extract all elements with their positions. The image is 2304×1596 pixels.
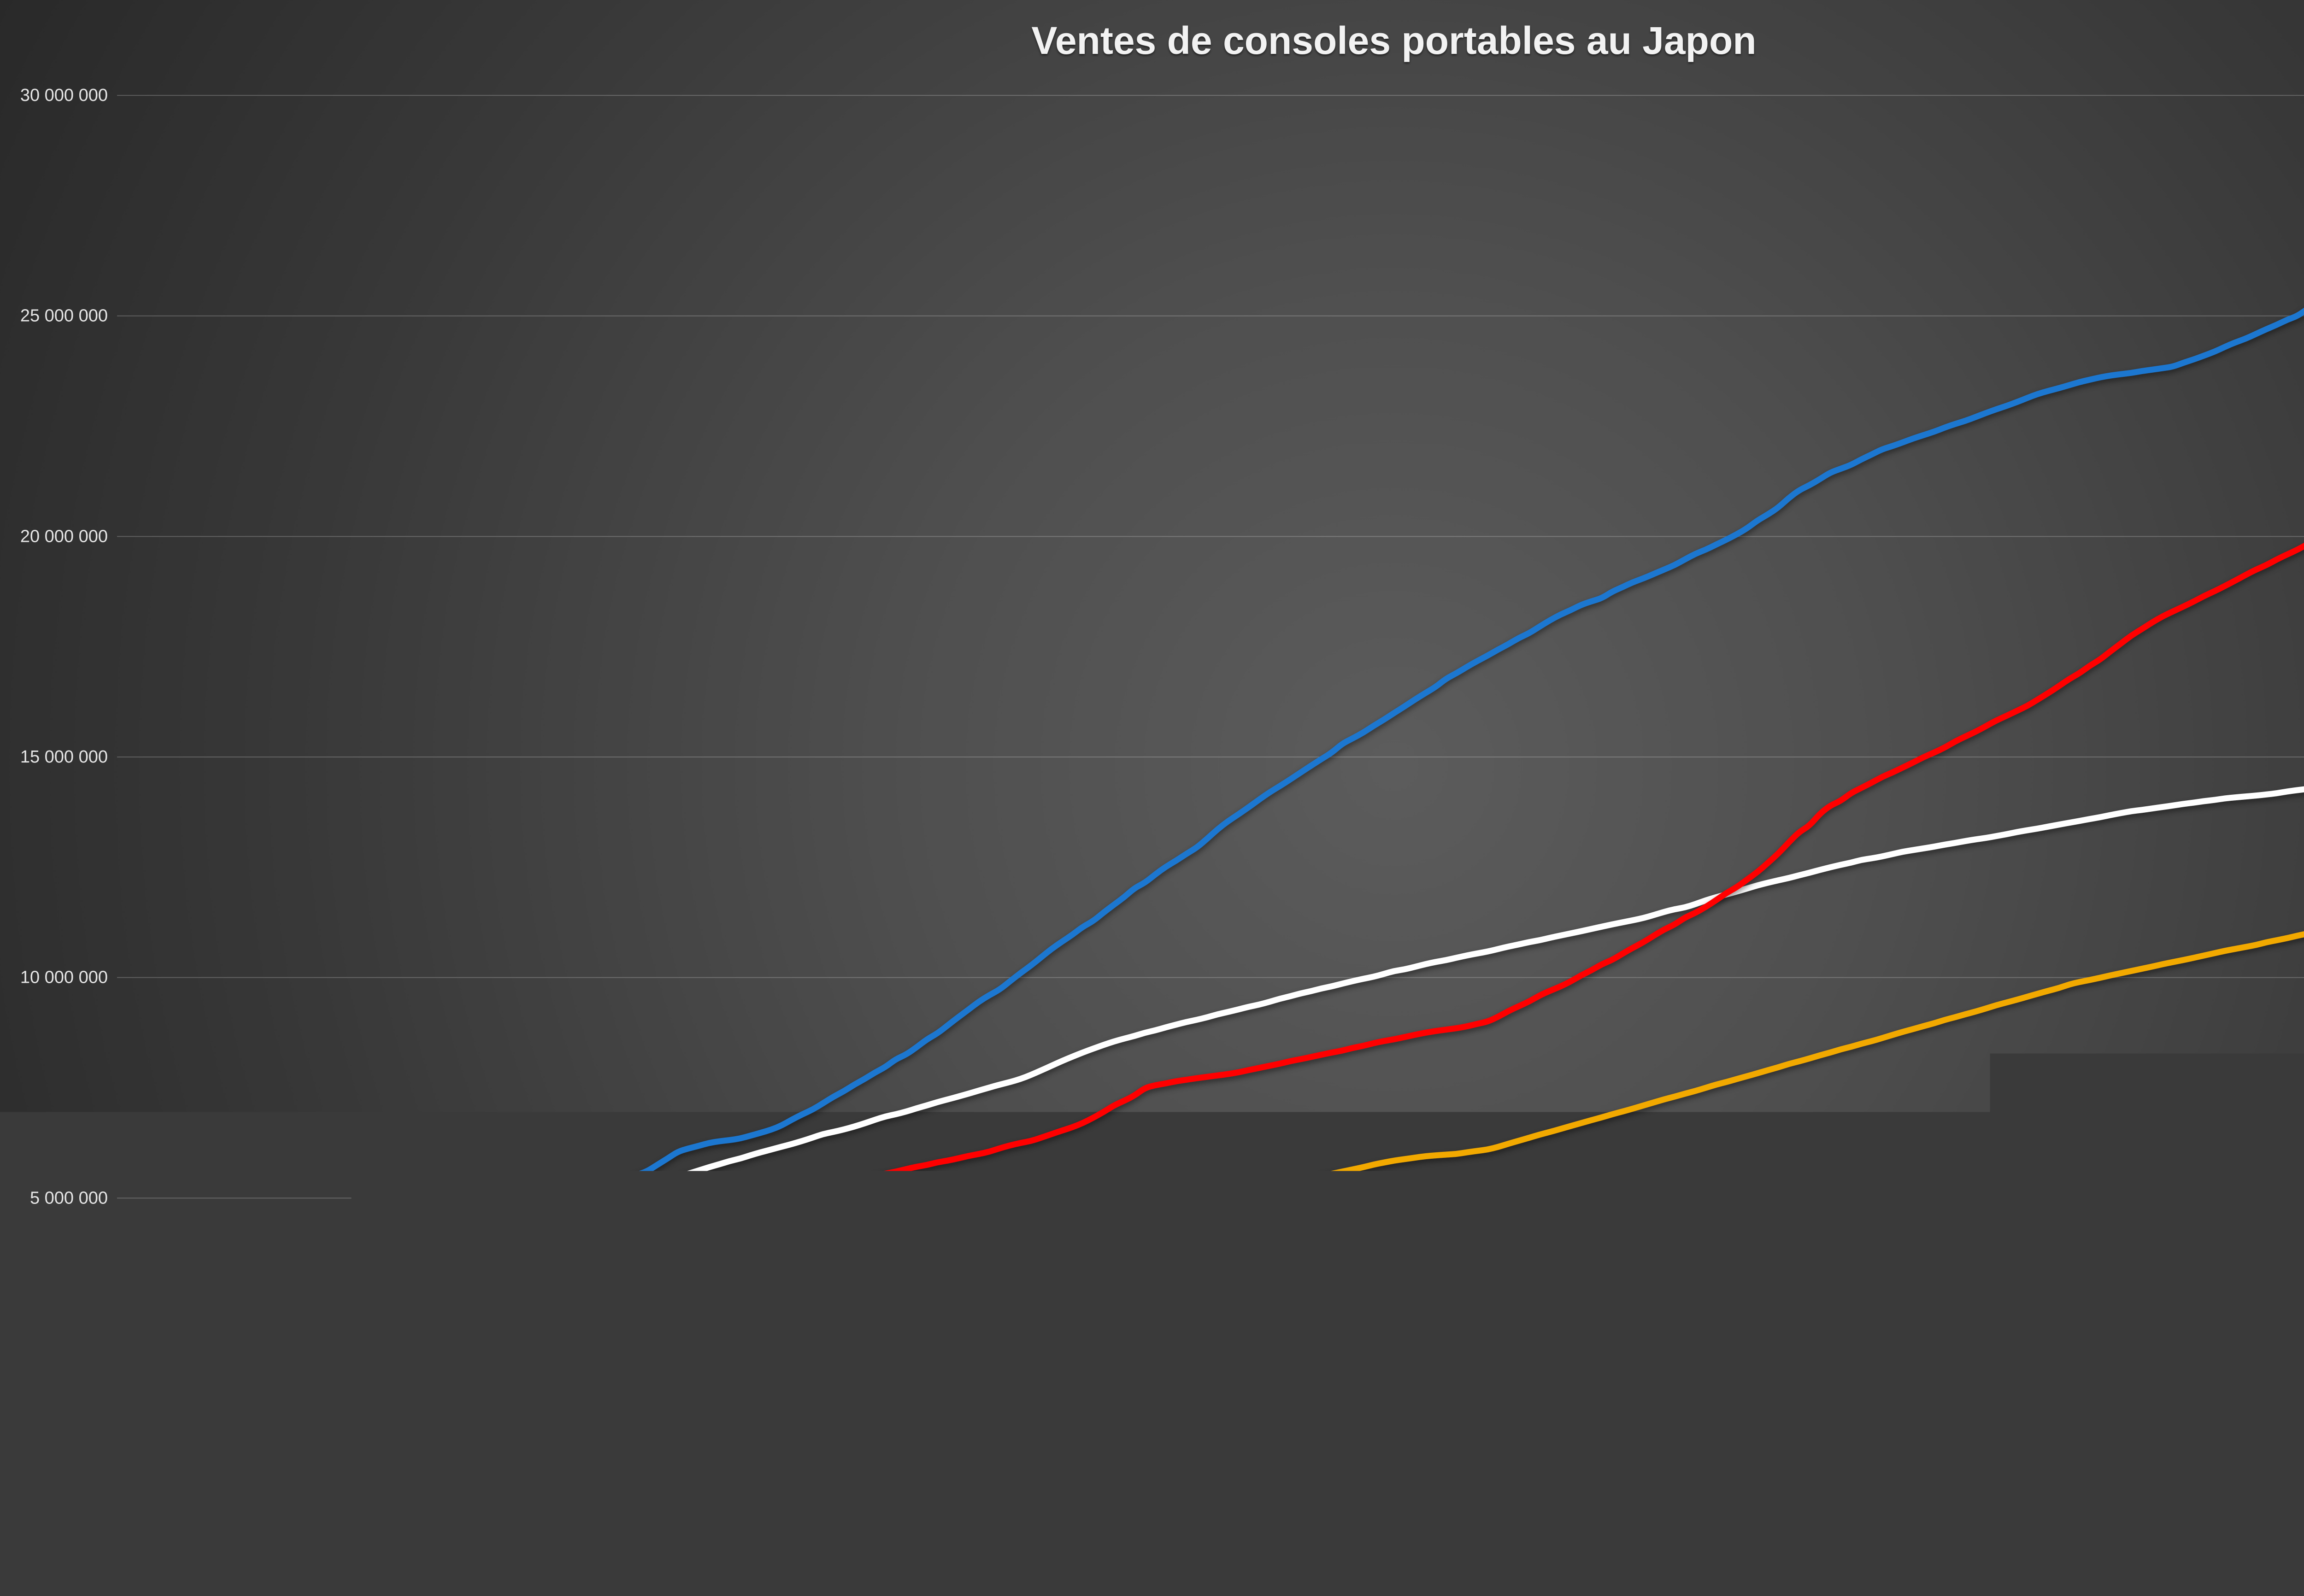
svg-text:Semaine 16: Semaine 16	[264, 1428, 279, 1502]
svg-text:Semaine 61: Semaine 61	[731, 1428, 746, 1502]
svg-text:Semaine 196: Semaine 196	[2133, 1428, 2148, 1509]
svg-text:Semaine 106: Semaine 106	[1198, 1428, 1213, 1509]
svg-text:Semaine 169: Semaine 169	[1852, 1428, 1868, 1509]
svg-text:Semaine 148: Semaine 148	[1634, 1428, 1649, 1509]
svg-text:Semaine 163: Semaine 163	[1790, 1428, 1805, 1509]
svg-text:Semaine 34: Semaine 34	[451, 1428, 466, 1502]
svg-text:Semaine 154: Semaine 154	[1697, 1428, 1712, 1509]
svg-text:Semaine 40: Semaine 40	[513, 1428, 528, 1502]
svg-text:Semaine 10: Semaine 10	[201, 1428, 217, 1502]
svg-text:Semaine 187: Semaine 187	[2039, 1428, 2054, 1509]
svg-text:Semaine 67: Semaine 67	[793, 1428, 808, 1502]
svg-text:Semaine 193: Semaine 193	[2101, 1428, 2116, 1509]
svg-text:Semaine 109: Semaine 109	[1229, 1428, 1245, 1509]
svg-text:Semaine 184: Semaine 184	[2008, 1428, 2023, 1509]
svg-text:Semaine 94: Semaine 94	[1074, 1428, 1089, 1502]
svg-text:Semaine 124: Semaine 124	[1385, 1428, 1400, 1509]
svg-text:Semaine 112: Semaine 112	[1260, 1428, 1275, 1508]
svg-text:Semaine 166: Semaine 166	[1821, 1428, 1836, 1509]
svg-text:30 000 000: 30 000 000	[20, 86, 108, 105]
svg-text:Semaine 172: Semaine 172	[1883, 1428, 1898, 1509]
svg-text:Semaine 79: Semaine 79	[918, 1428, 933, 1502]
svg-text:Semaine 199: Semaine 199	[2164, 1428, 2179, 1509]
svg-text:PSP: PSP	[1632, 1558, 1663, 1576]
svg-text:Semaine 103: Semaine 103	[1167, 1428, 1182, 1509]
svg-text:Semaine 1: Semaine 1	[108, 1428, 123, 1494]
svg-text:Semaine 160: Semaine 160	[1759, 1428, 1774, 1509]
svg-text:25 000 000: 25 000 000	[20, 306, 108, 326]
svg-text:10 000 000: 10 000 000	[20, 968, 108, 987]
svg-text:Semaine 157: Semaine 157	[1728, 1428, 1743, 1509]
svg-text:Semaine 46: Semaine 46	[575, 1428, 590, 1502]
svg-text:Semaine 4: Semaine 4	[139, 1428, 154, 1494]
svg-text:Semaine 43: Semaine 43	[544, 1428, 559, 1502]
svg-text:Semaine 181: Semaine 181	[1977, 1428, 1992, 1509]
svg-text:Semaine 127: Semaine 127	[1416, 1428, 1431, 1509]
svg-text:Semaine 22: Semaine 22	[326, 1428, 341, 1502]
svg-text:5 000 000: 5 000 000	[30, 1188, 108, 1208]
svg-text:Semaine 76: Semaine 76	[887, 1428, 902, 1502]
svg-text:Semaine 73: Semaine 73	[855, 1428, 870, 1502]
svg-text:Semaine 7: Semaine 7	[170, 1428, 185, 1494]
svg-text:Semaine 136: Semaine 136	[1510, 1428, 1525, 1509]
svg-text:Semaine 28: Semaine 28	[388, 1428, 403, 1502]
svg-text:Semaine 205: Semaine 205	[2226, 1428, 2241, 1509]
svg-text:Semaine 151: Semaine 151	[1665, 1428, 1681, 1509]
svg-text:Nintendo Switch: Nintendo Switch	[1444, 1558, 1557, 1576]
svg-text:Semaine 202: Semaine 202	[2195, 1428, 2210, 1509]
svg-text:Semaine 145: Semaine 145	[1603, 1428, 1618, 1509]
svg-text:0: 0	[98, 1409, 108, 1428]
svg-text:15 000 000: 15 000 000	[20, 747, 108, 767]
svg-text:Semaine 211: Semaine 211	[2288, 1428, 2304, 1508]
svg-text:Semaine 118: Semaine 118	[1322, 1428, 1338, 1508]
svg-text:Semaine 139: Semaine 139	[1541, 1428, 1556, 1509]
svg-text:Semaine 91: Semaine 91	[1042, 1428, 1058, 1502]
svg-text:Semaine 88: Semaine 88	[1011, 1428, 1026, 1502]
svg-text:Semaine 70: Semaine 70	[824, 1428, 840, 1502]
svg-text:GBA: GBA	[1172, 1558, 1205, 1576]
svg-text:Semaine 208: Semaine 208	[2257, 1428, 2272, 1509]
svg-text:20 000 000: 20 000 000	[20, 527, 108, 546]
svg-text:Semaine 85: Semaine 85	[980, 1428, 995, 1502]
svg-text:Semaine 37: Semaine 37	[482, 1428, 497, 1502]
svg-text:Semaine 190: Semaine 190	[2070, 1428, 2086, 1509]
svg-text:Semaine 31: Semaine 31	[419, 1428, 435, 1502]
svg-text:Semaine 133: Semaine 133	[1478, 1428, 1493, 1509]
svg-text:Semaine 142: Semaine 142	[1572, 1428, 1587, 1509]
svg-text:Semaine 178: Semaine 178	[1945, 1428, 1961, 1509]
svg-text:Semaine 55: Semaine 55	[669, 1428, 684, 1502]
svg-text:Semaine 64: Semaine 64	[762, 1428, 777, 1502]
svg-text:Semaine 49: Semaine 49	[606, 1428, 622, 1502]
svg-text:Semaine 58: Semaine 58	[699, 1428, 715, 1502]
svg-text:Semaine 19: Semaine 19	[295, 1428, 310, 1502]
svg-text:Semaine 121: Semaine 121	[1354, 1428, 1369, 1509]
svg-text:Semaine 100: Semaine 100	[1136, 1428, 1151, 1509]
svg-text:Nintendo DS: Nintendo DS	[1280, 1558, 1369, 1576]
svg-text:Semaine 97: Semaine 97	[1105, 1428, 1120, 1502]
svg-text:Semaine 175: Semaine 175	[1915, 1428, 1930, 1509]
svg-text:Semaine 82: Semaine 82	[949, 1428, 964, 1502]
svg-text:Semaine 52: Semaine 52	[637, 1428, 652, 1502]
svg-text:Semaine 25: Semaine 25	[357, 1428, 372, 1502]
svg-text:Semaine 13: Semaine 13	[232, 1428, 247, 1502]
svg-text:Semaine 130: Semaine 130	[1447, 1428, 1463, 1509]
svg-text:Semaine 115: Semaine 115	[1292, 1428, 1307, 1508]
